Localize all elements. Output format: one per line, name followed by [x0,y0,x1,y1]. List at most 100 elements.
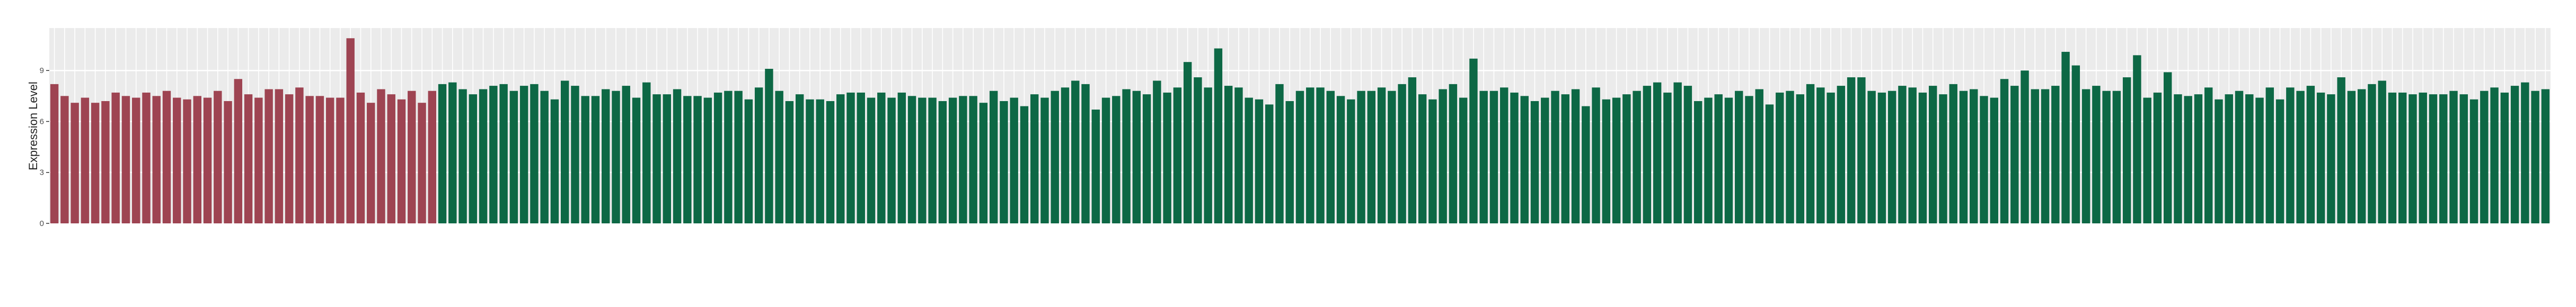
bar [2429,94,2438,223]
bar [1847,77,1856,223]
bar [234,79,243,223]
bar [713,92,722,223]
bar [1653,82,1662,223]
bar [2306,86,2315,224]
bar [1142,94,1151,223]
bar [1551,91,1559,223]
bar [1173,87,1182,223]
bar [193,96,201,223]
bar [121,96,130,223]
bar [305,96,314,223]
bar [1898,86,1907,224]
bar [877,92,886,223]
bar [1428,99,1437,223]
bar [612,91,620,223]
bar [2419,92,2427,223]
bar [183,99,191,223]
bar [2071,65,2080,223]
bar [673,89,682,223]
bar [2490,87,2499,223]
bar [744,99,753,223]
bar [203,97,212,223]
bar [1295,91,1304,223]
bar [1408,77,1417,223]
bar [244,94,253,223]
bar [2051,86,2060,224]
bar [1612,97,1621,223]
bar [1010,97,1018,223]
bar [1153,80,1161,224]
bar [397,99,406,223]
bar [2480,91,2489,223]
bar [1122,89,1131,223]
bar [1602,99,1611,223]
y-tick-label: 9 [40,66,44,75]
bar [1163,92,1171,223]
bar [1316,87,1325,223]
bar [846,92,855,223]
bar [948,97,957,223]
bar [938,101,947,223]
bar [1000,101,1008,223]
bar [1265,104,1274,223]
bar [438,84,447,223]
bar [2357,89,2366,223]
bar [1908,87,1917,223]
bar [979,103,988,223]
bar [2510,86,2519,224]
bar [1214,48,1223,224]
bar [2133,55,2141,224]
bar [2327,94,2335,223]
bar [1469,58,1478,223]
bar [2531,91,2539,223]
bar [1786,91,1794,223]
bar [1234,87,1243,223]
bar [550,99,559,223]
bar [2021,70,2029,223]
bar [275,89,284,223]
bar [1449,84,1458,223]
bar [224,101,232,223]
bar [1204,87,1212,223]
bar [806,99,814,223]
bar [2031,89,2040,223]
bar [1970,89,1978,223]
bar [734,91,743,223]
bar [2255,97,2264,223]
y-tick-label: 6 [40,117,44,126]
bar [632,97,641,223]
bar [1918,92,1927,223]
bar [2010,86,2019,224]
bar [1530,101,1539,223]
bar [1806,84,1815,223]
bar [989,91,998,223]
bar [499,84,508,223]
bar [1735,91,1743,223]
bar [540,91,549,223]
bar [1367,91,1376,223]
bar [928,97,937,223]
bar [1285,101,1294,223]
bar [1459,97,1468,223]
bar [2245,94,2254,223]
bar [408,91,416,223]
bar [50,84,59,223]
bar [285,94,294,223]
bar [2194,94,2203,223]
bar [1765,104,1774,223]
bar [1796,94,1805,223]
bar [2541,89,2550,223]
bar [315,96,324,223]
bar [1020,106,1029,223]
bar [652,94,661,223]
bar [1081,84,1090,223]
bar [70,103,79,223]
bar [1959,91,1968,223]
bar [1112,96,1121,223]
bar [1643,86,1652,224]
bar [1816,87,1825,223]
bar [387,94,395,223]
bar [581,96,589,223]
bar [489,86,498,224]
bar [2286,87,2295,223]
